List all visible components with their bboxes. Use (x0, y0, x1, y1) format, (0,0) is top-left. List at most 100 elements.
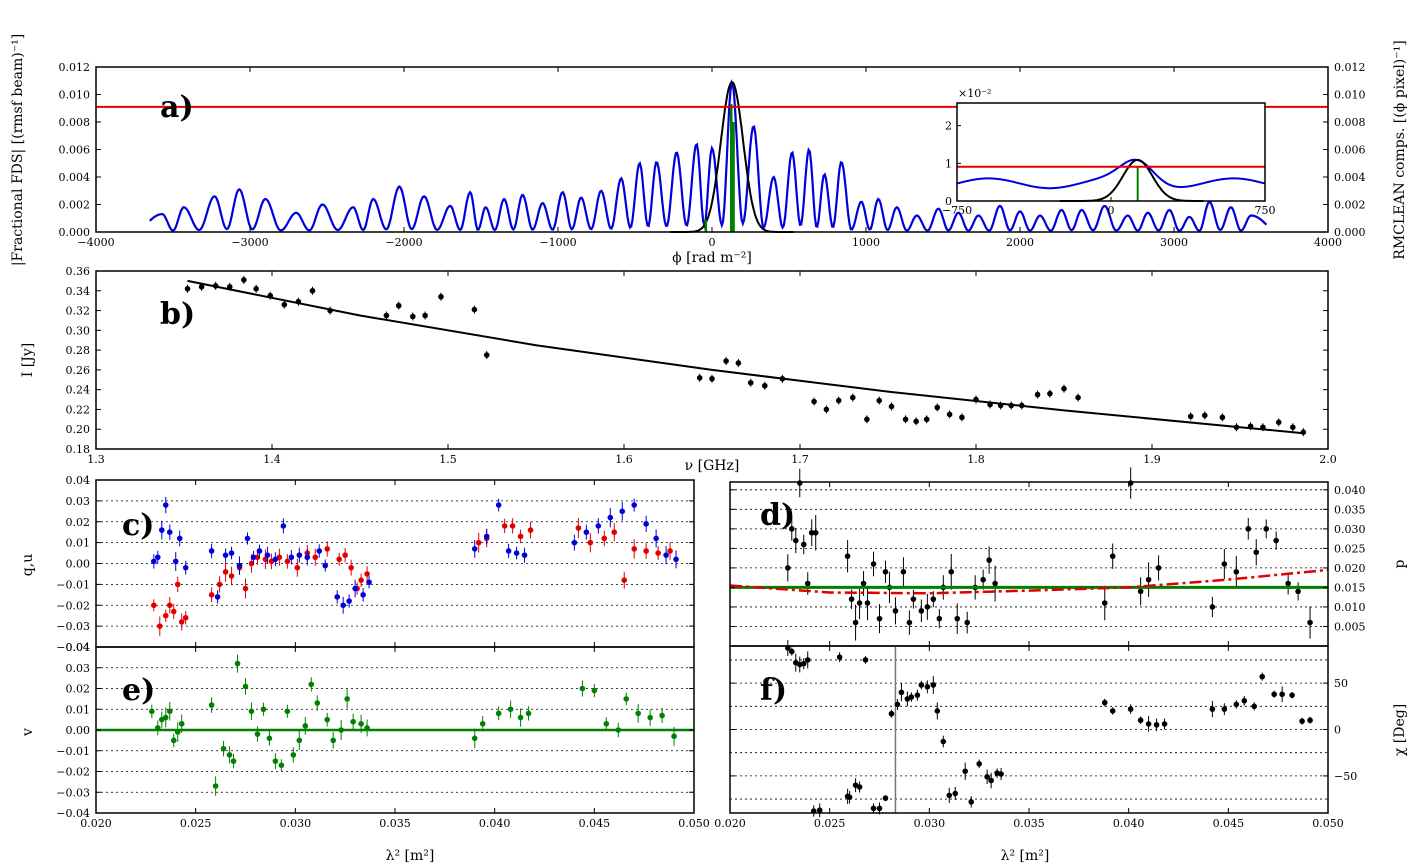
series-u-point (236, 562, 243, 569)
intensity-point (327, 307, 333, 314)
p-point (1273, 537, 1279, 544)
series-u-point (521, 552, 528, 558)
p-point (954, 615, 961, 622)
b-xtick-label: 1.4 (263, 453, 281, 466)
intensity-point (997, 402, 1004, 409)
chi-point (888, 710, 895, 717)
intensity-point (864, 416, 870, 423)
series-u-point (264, 552, 271, 558)
chi-point (1259, 673, 1266, 680)
panel-e-v: 0.020 0.025 0.030 0.035 0.040 0.045 0.050 −0.04… (20, 641, 710, 864)
series-q-point (655, 550, 661, 556)
chi-point (804, 657, 811, 663)
panel-d-p: 0.005 0.010 0.015 0.020 0.025 0.030 0.035 0.040… (729, 467, 1408, 647)
b-ytick-label: 0.20 (66, 423, 91, 436)
a-xtick-label: −1000 (539, 236, 576, 249)
b-xtick-label: 1.6 (615, 453, 633, 466)
series-q-point (358, 577, 364, 583)
p-point (980, 576, 986, 583)
b-ytick-label: 0.30 (66, 324, 91, 337)
b-xtick-label: 1.8 (967, 453, 985, 466)
chi-point (1209, 706, 1216, 712)
f-xtick-label: 0.045 (1213, 817, 1245, 830)
series-u-point (483, 533, 490, 540)
v-point (338, 727, 344, 733)
series-u-point (162, 502, 169, 508)
chi-point (1233, 701, 1240, 708)
series-u-point (322, 562, 329, 569)
chi-point (1145, 721, 1152, 727)
intensity-point (1018, 402, 1025, 409)
v-point (272, 758, 279, 764)
chi-point (836, 654, 843, 660)
f-ytick-label: 50 (1334, 677, 1348, 690)
intensity-point (779, 375, 786, 382)
series-q-point (601, 535, 608, 542)
b-ytick-label: 0.28 (66, 344, 91, 357)
panel-a-y-label-right: RMCLEAN comps. [(ϕ pixel)⁻¹] (1392, 40, 1408, 259)
intensity-point (226, 284, 233, 290)
f-xtick-label: 0.035 (1013, 817, 1045, 830)
series-q-point (621, 577, 628, 583)
v-point (290, 752, 297, 758)
v-point (671, 733, 677, 740)
intensity-point (212, 283, 219, 289)
panel-a-label: a) (160, 90, 194, 125)
p-point (848, 596, 855, 602)
p-point (1253, 549, 1260, 556)
v-point (260, 706, 267, 713)
chi-point (1271, 691, 1277, 698)
series-u-point (272, 556, 279, 563)
b-xtick-label: 1.3 (87, 453, 105, 466)
intensity-point (946, 411, 953, 418)
p-point (900, 569, 907, 575)
series-u-point (334, 594, 340, 600)
series-u-point (360, 592, 366, 598)
series-u-point (154, 554, 161, 561)
series-q-point (174, 581, 181, 588)
p-point (882, 569, 889, 575)
intensity-point (1275, 419, 1282, 426)
series-u-point (288, 554, 295, 561)
v-point (344, 696, 350, 702)
series-q-point (501, 523, 508, 529)
bottom-left-x-label: λ² [m²] (386, 848, 435, 864)
chi-point (846, 794, 853, 801)
intensity-point (850, 394, 856, 401)
v-point (659, 712, 665, 719)
series-u-point (304, 554, 311, 561)
e-ytick-label: 0.03 (66, 662, 91, 675)
p-point (1263, 526, 1270, 532)
c-ytick-label: −0.01 (56, 578, 90, 591)
series-u-point (346, 598, 352, 604)
series-u-point (172, 558, 179, 565)
v-point (623, 696, 630, 702)
intensity-point (723, 358, 729, 364)
a-ytick-label: 0.012 (59, 61, 91, 74)
e-xtick-label: 0.020 (80, 817, 112, 830)
series-q-point (643, 548, 649, 554)
p-point (1145, 576, 1152, 583)
series-u-point (250, 554, 257, 561)
intensity-point (1219, 414, 1226, 421)
b-xtick-label: 2.0 (1319, 453, 1337, 466)
series-q-point (170, 608, 177, 615)
panel-b-frame (95, 270, 1329, 450)
v-point (635, 710, 641, 717)
v-point (226, 752, 233, 758)
a-right-ytick-label: 0.000 (1334, 226, 1366, 239)
chi-point (908, 694, 915, 700)
panel-e-label: e) (122, 673, 155, 708)
c-ytick-label: −0.02 (56, 599, 90, 612)
series-q-point (575, 525, 582, 531)
intensity-point (762, 382, 768, 389)
v-point (220, 745, 227, 752)
intensity-point (1247, 423, 1254, 430)
series-u-point (673, 556, 679, 563)
intensity-point (913, 418, 919, 425)
chi-point (962, 768, 969, 775)
e-ytick-label: −0.02 (56, 766, 90, 779)
intensity-point (923, 416, 930, 423)
a-right-ytick-label: 0.004 (1334, 171, 1366, 184)
e-ytick-label: 0.01 (66, 703, 91, 716)
